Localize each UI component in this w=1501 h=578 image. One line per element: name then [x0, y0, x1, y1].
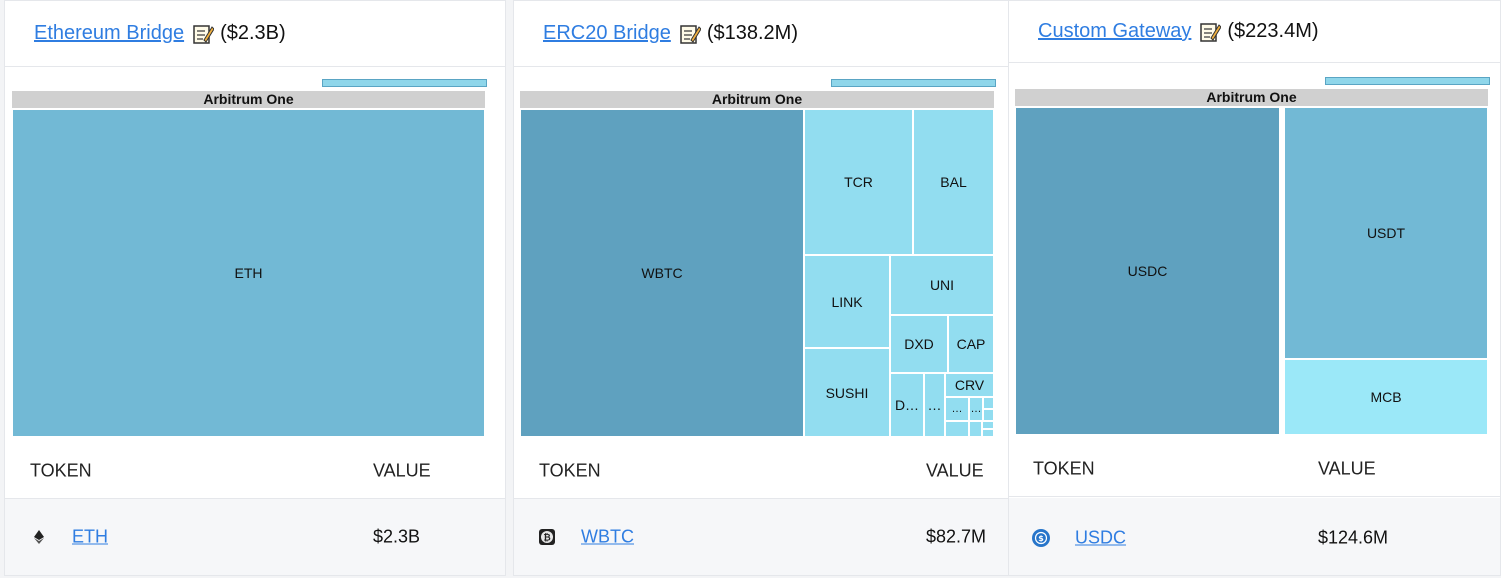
token-link-usdc[interactable]: USDC: [1075, 527, 1127, 547]
table-row: ETH $2.3B: [5, 499, 505, 575]
memo-icon: [1199, 21, 1223, 43]
treemap-tile-small[interactable]: [982, 421, 994, 429]
svg-text:$: $: [1038, 534, 1044, 543]
treemap-root-label: Arbitrum One: [1015, 89, 1488, 106]
token-value: $82.7M: [926, 526, 987, 547]
usdc-icon: $: [1032, 528, 1050, 547]
svg-text:₿: ₿: [543, 533, 550, 544]
memo-icon: [192, 23, 215, 45]
treemap-tile-dxd[interactable]: DXD: [890, 315, 948, 373]
treemap-tile-truncated[interactable]: …: [924, 373, 945, 437]
treemap-tile-crv[interactable]: CRV: [945, 373, 994, 397]
column-header-value: VALUE: [926, 460, 984, 480]
treemap-root-label: Arbitrum One: [12, 91, 485, 108]
bridge-card-custom-gateway: Custom Gateway ($223.4M) Arbitrum One US…: [1009, 0, 1501, 576]
treemap-divider: [1280, 107, 1284, 435]
token-link-wbtc[interactable]: WBTC: [581, 526, 634, 547]
column-header-token: TOKEN: [30, 460, 92, 480]
treemap-tile-small[interactable]: …: [969, 397, 983, 421]
treemap-tile-sushi[interactable]: SUSHI: [804, 348, 890, 437]
ethereum-bridge-link[interactable]: Ethereum Bridge: [34, 22, 185, 44]
card-header: Custom Gateway ($223.4M): [1009, 1, 1500, 63]
treemap-tile-uni[interactable]: UNI: [890, 255, 994, 315]
treemap-tile-link[interactable]: LINK: [804, 255, 890, 348]
token-table-header: TOKEN VALUE: [514, 443, 1008, 499]
treemap-tile-usdt[interactable]: USDT: [1284, 107, 1488, 359]
card-header: ERC20 Bridge ($138.2M): [514, 1, 1008, 67]
column-header-value: VALUE: [1318, 458, 1376, 478]
treemap-tile-small[interactable]: [982, 429, 994, 437]
token-link[interactable]: WBTC: [581, 527, 634, 548]
color-scale-legend: [831, 79, 996, 87]
erc20-bridge-link[interactable]: ERC20 Bridge: [543, 22, 671, 44]
treemap-tile-eth[interactable]: ETH: [12, 109, 485, 437]
treemap: USDC USDT MCB: [1015, 107, 1488, 435]
card-header: Ethereum Bridge ($2.3B): [5, 1, 505, 67]
treemap-tile-mcb[interactable]: MCB: [1284, 359, 1488, 435]
bridge-card-erc20: ERC20 Bridge ($138.2M) Arbitrum One WBTC…: [513, 0, 1009, 576]
treemap-tile-usdc[interactable]: USDC: [1015, 107, 1280, 435]
memo-icon: [679, 23, 702, 45]
bridge-total-amount: ($138.2M): [706, 22, 798, 44]
color-scale-legend: [1325, 77, 1490, 85]
treemap-tile-wbtc[interactable]: WBTC: [520, 109, 804, 437]
table-row: ₿ WBTC $82.7M: [514, 499, 1008, 575]
column-header-value: VALUE: [373, 460, 431, 480]
bridge-total-amount: ($223.4M): [1227, 20, 1319, 42]
treemap: WBTC TCR BAL LINK UNI DXD CAP SUSHI D… ……: [520, 109, 994, 437]
ethereum-icon: [31, 529, 47, 545]
treemap-tile-cap[interactable]: CAP: [948, 315, 994, 373]
treemap-root-label: Arbitrum One: [520, 91, 994, 108]
treemap-tile-small[interactable]: [969, 421, 982, 437]
custom-gateway-link[interactable]: Custom Gateway: [1038, 20, 1192, 42]
column-header-token: TOKEN: [1033, 458, 1095, 478]
column-header-token: TOKEN: [539, 460, 601, 480]
treemap-tile-tcr[interactable]: TCR: [804, 109, 913, 255]
color-scale-legend: [322, 79, 487, 87]
treemap-tile-small[interactable]: [983, 397, 994, 409]
treemap-tile-bal[interactable]: BAL: [913, 109, 994, 255]
treemap-tile-small[interactable]: [945, 421, 969, 437]
token-table-header: TOKEN VALUE: [5, 443, 505, 499]
treemap-tile-small[interactable]: …: [945, 397, 969, 421]
treemap-tile-d-truncated[interactable]: D…: [890, 373, 924, 437]
token-table-header: TOKEN VALUE: [1009, 441, 1500, 497]
token-value: $124.6M: [1318, 527, 1389, 547]
token-link[interactable]: ETH: [72, 527, 108, 548]
table-row: $ USDC $124.6M: [1009, 498, 1500, 575]
bridge-total-amount: ($2.3B): [220, 22, 286, 44]
wbtc-icon: ₿: [539, 529, 555, 545]
token-link[interactable]: USDC: [1075, 527, 1126, 548]
bridge-card-ethereum: Ethereum Bridge ($2.3B) Arbitrum One ETH…: [4, 0, 506, 576]
token-value: $2.3B: [373, 526, 421, 547]
treemap-tile-small[interactable]: [983, 409, 994, 421]
treemap: ETH: [12, 109, 485, 437]
token-link-eth[interactable]: ETH: [72, 526, 108, 547]
